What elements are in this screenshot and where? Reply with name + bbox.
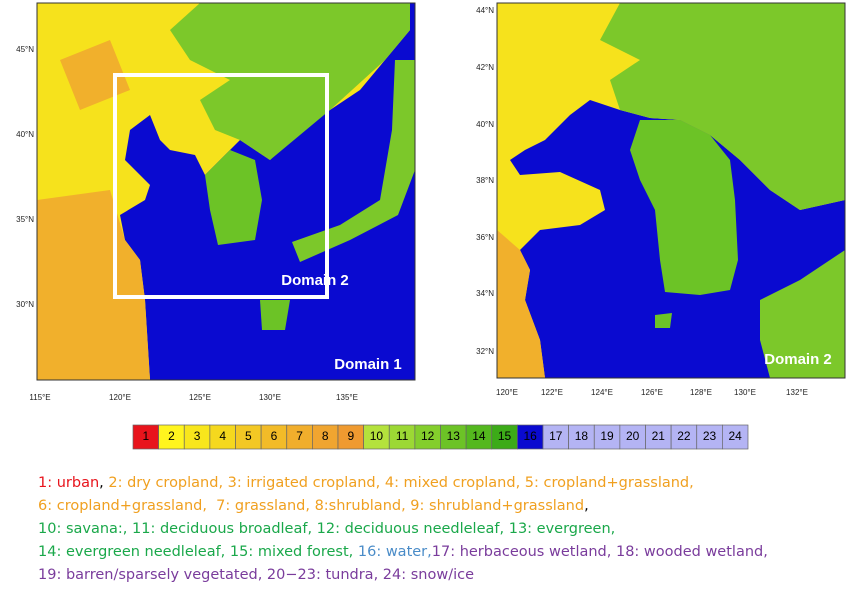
colorbar-label: 6 <box>271 429 278 443</box>
lon-tick-label: 132°E <box>786 388 808 397</box>
colorbar-label: 1 <box>142 429 149 443</box>
colorbar-label: 20 <box>626 429 640 443</box>
lat-tick-label: 40°N <box>16 130 34 139</box>
domain-label: Domain 1 <box>334 356 402 373</box>
colorbar-cell <box>645 424 672 450</box>
colorbar-label: 14 <box>472 429 486 443</box>
colorbar-label: 5 <box>245 429 252 443</box>
maps: Domain 2 Domain 1 Domain 2 1 2 3 4 5 6 7 8 9 10 11… <box>16 2 846 450</box>
lat-tick-label: 36°N <box>476 233 494 242</box>
legend-line: 19: barren/sparsely vegetated, 20−23: tu… <box>38 564 768 587</box>
lat-tick-label: 34°N <box>476 289 494 298</box>
lon-tick-label: 122°E <box>541 388 563 397</box>
lon-tick-label: 128°E <box>690 388 712 397</box>
legend-line: 14: evergreen needleleaf, 15: mixed fore… <box>38 541 768 564</box>
colorbar-cell <box>363 424 390 450</box>
colorbar-label: 16 <box>524 429 538 443</box>
colorbar-label: 17 <box>549 429 563 443</box>
lat-tick-label: 38°N <box>476 176 494 185</box>
lon-tick-label: 130°E <box>734 388 756 397</box>
colorbar-label: 22 <box>677 429 691 443</box>
colorbar-cell <box>235 424 262 450</box>
lon-tick-label: 124°E <box>591 388 613 397</box>
lat-tick-label: 42°N <box>476 63 494 72</box>
colorbar-label: 13 <box>447 429 461 443</box>
colorbar-label: 19 <box>600 429 614 443</box>
legend-text: 10: savana:, 11: deciduous broadleaf, 12… <box>38 521 616 537</box>
colorbar-cell <box>132 424 159 450</box>
lon-tick-label: 125°E <box>189 393 211 402</box>
lon-tick-label: 130°E <box>259 393 281 402</box>
colorbar-cell <box>414 424 441 450</box>
legend-text: , <box>99 475 109 491</box>
colorbar-cell <box>517 424 544 450</box>
colorbar-label: 9 <box>347 429 354 443</box>
lon-tick-label: 115°E <box>29 393 50 402</box>
colorbar-label: 2 <box>168 429 175 443</box>
colorbar-cell <box>337 424 364 450</box>
map-2 <box>497 3 845 378</box>
colorbar-label: 3 <box>194 429 201 443</box>
lat-tick-label: 40°N <box>476 120 494 129</box>
legend-text: 2: dry cropland, 3: irrigated cropland, … <box>108 475 694 491</box>
colorbar-cell <box>670 424 698 450</box>
inner-domain-label: Domain 2 <box>281 272 349 289</box>
colorbar-cell <box>722 424 749 450</box>
legend-text: 14: evergreen needleleaf, 15: mixed fore… <box>38 544 358 560</box>
colorbar-cell <box>158 424 185 450</box>
map-1 <box>37 3 415 380</box>
legend-text: , <box>584 498 589 514</box>
colorbar-label: 7 <box>296 429 303 443</box>
colorbar-label: 11 <box>396 429 409 443</box>
colorbar-label: 24 <box>729 429 743 443</box>
legend-text: 16: water, <box>357 544 432 560</box>
lon-tick-label: 120°E <box>496 388 518 397</box>
colorbar-label: 23 <box>703 429 717 443</box>
colorbar-cell <box>388 424 416 450</box>
legend-text: 19: barren/sparsely vegetated, 20−23: tu… <box>38 567 475 583</box>
legend-line: 10: savana:, 11: deciduous broadleaf, 12… <box>38 518 768 541</box>
domain-label: Domain 2 <box>764 351 832 368</box>
legend-line: 6: cropland+grassland, 7: grassland, 8:s… <box>38 495 768 518</box>
colorbar-label: 10 <box>370 429 384 443</box>
lon-tick-label: 126°E <box>641 388 663 397</box>
colorbar-label: 4 <box>219 429 226 443</box>
colorbar-cell <box>286 424 313 450</box>
colorbar: 1 2 3 4 5 6 7 8 9 10 11 12 13 14 15 16 17 18 19 20 21 22 23 24 <box>132 424 749 450</box>
colorbar-cell <box>260 424 288 450</box>
legend-text: 6: cropland+grassland, 7: grassland, 8:s… <box>38 498 585 514</box>
colorbar-cell <box>542 424 569 450</box>
legend-text: 17: herbaceous wetland, 18: wooded wetla… <box>431 544 768 560</box>
legend: 1: urban, 2: dry cropland, 3: irrigated … <box>38 472 768 587</box>
colorbar-label: 21 <box>652 429 666 443</box>
colorbar-label: 15 <box>498 429 512 443</box>
lon-tick-label: 120°E <box>109 393 131 402</box>
colorbar-cell <box>593 424 621 450</box>
lat-tick-label: 35°N <box>16 215 34 224</box>
colorbar-cell <box>209 424 236 450</box>
colorbar-cell <box>183 424 211 450</box>
colorbar-cell <box>568 424 595 450</box>
legend-line: 1: urban, 2: dry cropland, 3: irrigated … <box>38 472 768 495</box>
lon-tick-label: 135°E <box>336 393 358 402</box>
lat-tick-label: 32°N <box>476 347 494 356</box>
colorbar-label: 8 <box>322 429 329 443</box>
colorbar-label: 18 <box>575 429 589 443</box>
colorbar-label: 12 <box>421 429 435 443</box>
lat-tick-label: 45°N <box>16 45 34 54</box>
legend-text: 1: urban <box>38 475 100 491</box>
colorbar-cell <box>491 424 518 450</box>
lat-tick-label: 30°N <box>16 300 34 309</box>
lat-tick-label: 44°N <box>476 6 494 15</box>
